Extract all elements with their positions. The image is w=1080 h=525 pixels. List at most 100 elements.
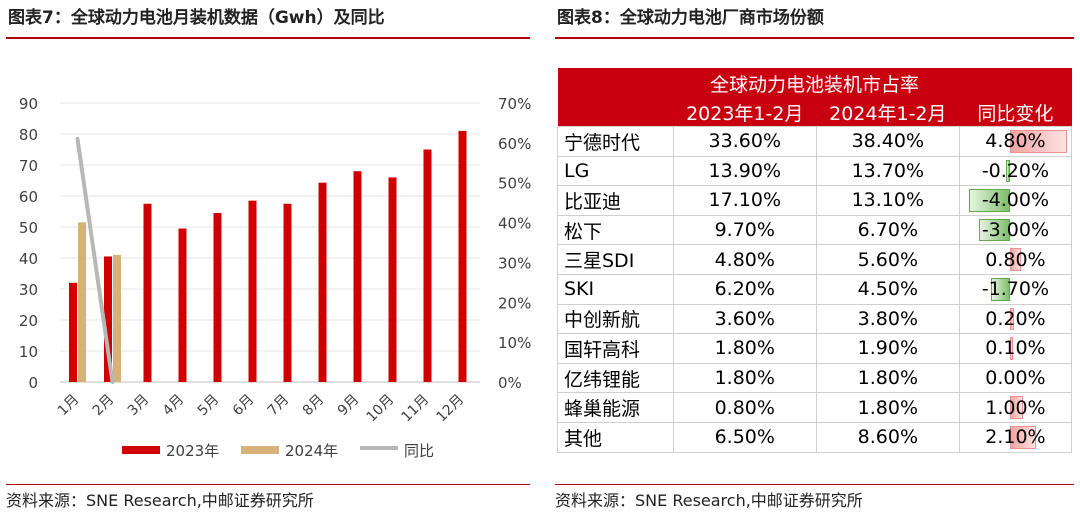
share-2024-cell: 13.10% (815, 185, 960, 216)
company-name: 宁德时代 (557, 126, 674, 157)
change-value: -1.70% (981, 278, 1050, 301)
chart-gridlines (60, 102, 480, 383)
change-cell: -4.00% (958, 185, 1073, 216)
legend-swatch-1 (122, 446, 160, 454)
chart-legend: 2023年 2024年 同比 (122, 442, 434, 460)
company-name: 亿纬锂能 (557, 362, 674, 394)
company-name: 比亚迪 (557, 185, 674, 216)
table-header-blank (557, 98, 674, 127)
monthly-installation-chart: 0 10 20 30 40 50 60 70 80 90 0% 10% 20% 30% 40% 50% 60% 7… (19, 95, 531, 460)
y-left-tick-label: 0 (28, 374, 38, 392)
y-left-tick-label: 90 (19, 95, 38, 113)
change-cell: 2.10% (958, 421, 1073, 453)
company-name: 国轩高科 (557, 333, 674, 364)
change-value: 1.00% (985, 396, 1046, 419)
legend-swatch-3 (360, 446, 398, 450)
share-2023-cell: 33.60% (672, 126, 817, 157)
company-name: 蜂巢能源 (557, 392, 674, 423)
y-left-tick-label: 20 (19, 312, 38, 330)
y-right-tick-label: 70% (498, 95, 531, 113)
chart-yoy-line (75, 136, 115, 384)
bar-2023 (283, 203, 292, 382)
change-cell: -0.20% (958, 155, 1073, 187)
change-data-bar (1005, 159, 1010, 183)
table-row: 国轩高科 1.80% 1.90% 0.10% (557, 333, 1073, 364)
change-cell: -3.00% (958, 214, 1073, 246)
change-value: -4.00% (981, 189, 1050, 212)
share-2024-cell: 8.60% (815, 421, 960, 453)
x-tick-label: 1月 (55, 392, 83, 420)
share-2024-cell: 1.80% (815, 362, 960, 394)
share-2023-cell: 13.90% (672, 155, 817, 187)
change-data-bar (1009, 425, 1037, 449)
bar-2023 (248, 200, 257, 382)
change-value: 0.80% (985, 248, 1046, 271)
change-data-bar (1009, 307, 1015, 331)
bar-2023 (318, 182, 327, 382)
right-panel-title: 图表8：全球动力电池厂商市场份额 (557, 8, 824, 28)
change-value: 4.80% (985, 130, 1046, 153)
change-value: 2.10% (985, 426, 1046, 449)
bar-2023 (143, 203, 152, 382)
share-2023-cell: 17.10% (672, 185, 817, 216)
table-row: 中创新航 3.60% 3.80% 0.20% (557, 303, 1073, 335)
share-2024-cell: 1.90% (815, 333, 960, 364)
share-2024-cell: 3.80% (815, 303, 960, 335)
y-left-tick-label: 60 (19, 188, 38, 206)
x-tick-label: 9月 (335, 392, 363, 420)
chart-bars (69, 130, 467, 382)
change-cell: 0.10% (958, 333, 1073, 364)
y-right-tick-label: 50% (498, 175, 531, 193)
change-data-bar (991, 277, 1010, 301)
share-2023-cell: 0.80% (672, 392, 817, 423)
table-row: 蜂巢能源 0.80% 1.80% 1.00% (557, 392, 1073, 423)
change-value: 0.10% (985, 337, 1046, 360)
right-title-rule (555, 37, 1074, 39)
bar-2023 (69, 282, 77, 382)
right-source-note: 资料来源：SNE Research,中邮证券研究所 (555, 484, 1074, 525)
share-2024-cell: 5.60% (815, 244, 960, 275)
bar-2024 (78, 222, 86, 382)
x-tick-label: 3月 (125, 392, 153, 420)
bar-2023 (104, 256, 112, 382)
share-2023-cell: 9.70% (672, 214, 817, 246)
company-name: SKI (557, 273, 674, 305)
table-header-2024: 2024年1-2月 (816, 98, 960, 127)
company-name: 其他 (557, 421, 674, 453)
y-left-tick-label: 50 (19, 219, 38, 237)
share-2023-cell: 1.80% (672, 362, 817, 394)
table-header-2023: 2023年1-2月 (673, 98, 817, 127)
y-left-tick-label: 80 (19, 126, 38, 144)
y-left-tick-label: 10 (19, 343, 38, 361)
bar-2023 (458, 130, 467, 382)
share-2024-cell: 6.70% (815, 214, 960, 246)
change-data-bar (978, 218, 1010, 242)
y-left-tick-label: 70 (19, 157, 38, 175)
change-value: -3.00% (981, 219, 1050, 242)
share-2024-cell: 1.80% (815, 392, 960, 423)
table-title: 全球动力电池装机市占率 (557, 68, 1072, 98)
change-data-bar (1009, 248, 1022, 271)
share-2023-cell: 4.80% (672, 244, 817, 275)
x-tick-label: 6月 (230, 392, 258, 420)
change-cell: -1.70% (958, 273, 1073, 305)
market-share-table: 全球动力电池装机市占率 2023年1-2月 2024年1-2月 同比变化 宁德时… (557, 68, 1073, 453)
change-cell: 0.00% (958, 362, 1073, 394)
y-right-tick-label: 10% (498, 334, 531, 352)
left-title-rule (6, 37, 530, 39)
legend-label-1: 2023年 (166, 442, 219, 460)
share-2023-cell: 6.50% (672, 421, 817, 453)
table-row: LG 13.90% 13.70% -0.20% (557, 155, 1073, 187)
y-right-tick-label: 40% (498, 215, 531, 233)
x-tick-label: 7月 (265, 392, 293, 420)
bar-2023 (388, 177, 397, 382)
table-row: 其他 6.50% 8.60% 2.10% (557, 421, 1073, 453)
change-cell: 4.80% (958, 126, 1073, 157)
x-tick-label: 12月 (434, 392, 468, 426)
change-cell: 0.80% (958, 244, 1073, 275)
company-name: LG (557, 155, 674, 187)
y-left-tick-label: 30 (19, 281, 38, 299)
share-2023-cell: 6.20% (672, 273, 817, 305)
legend-label-2: 2024年 (285, 442, 338, 460)
y-right-tick-label: 30% (498, 254, 531, 272)
